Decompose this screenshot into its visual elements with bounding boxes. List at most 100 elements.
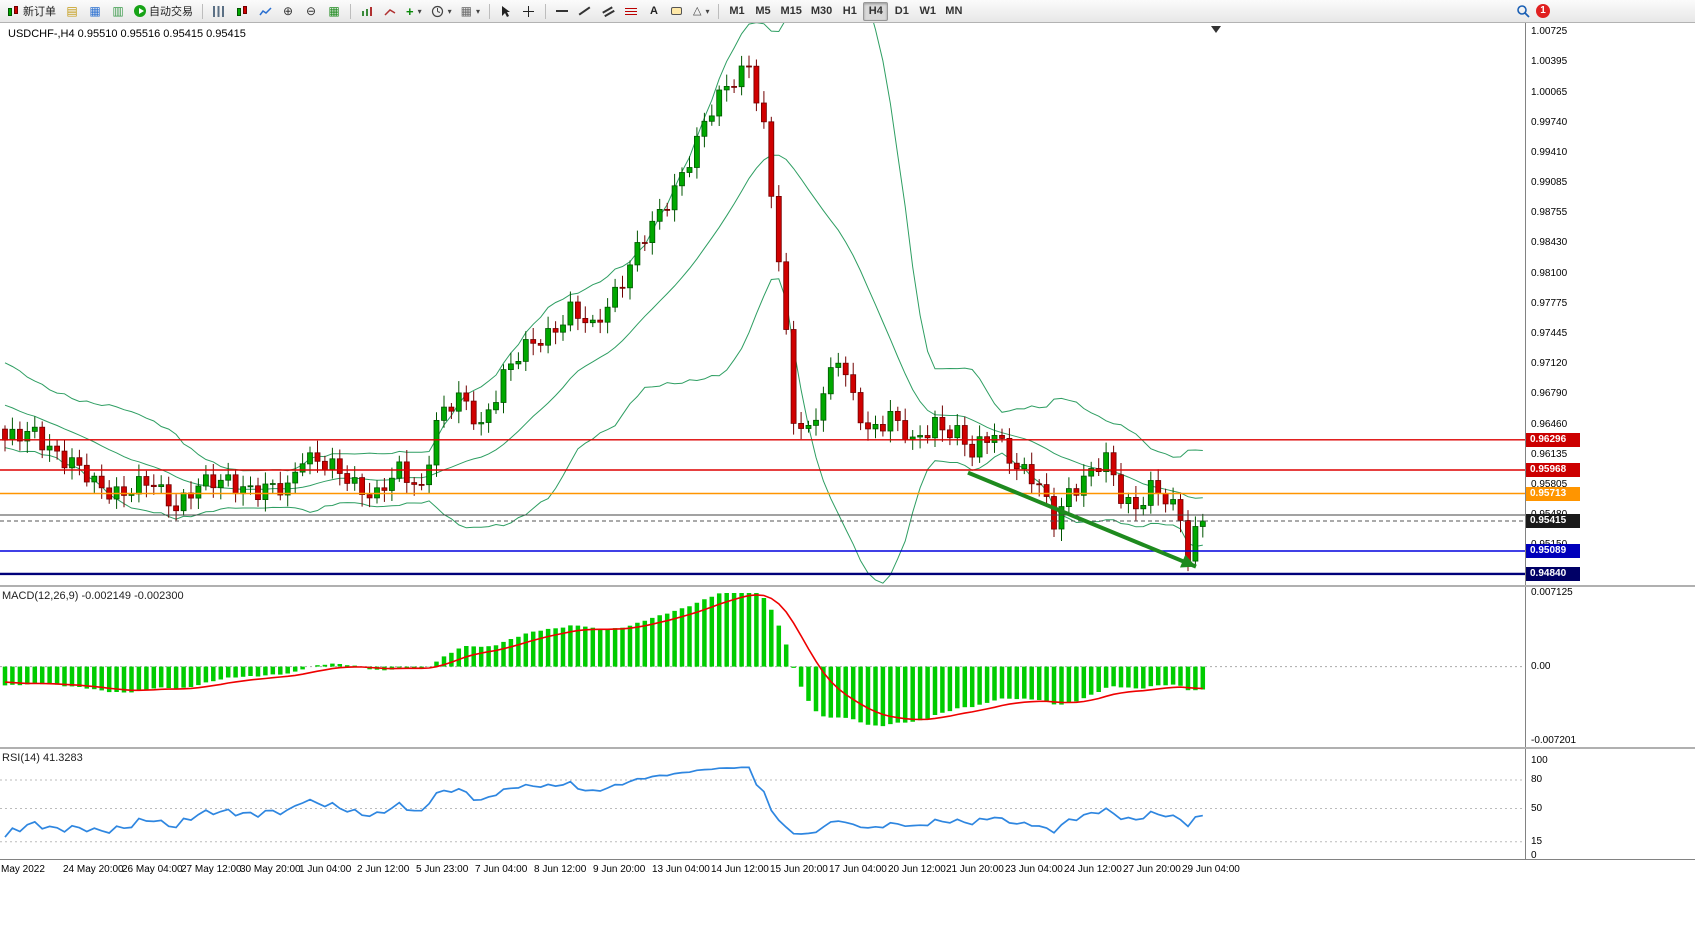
rsi-axis[interactable]: 100 80 50 15 0: [1525, 749, 1695, 859]
bottom-filler: [0, 879, 1695, 943]
search-button[interactable]: [1512, 1, 1534, 20]
time-axis-label: 1 Jun 04:00: [299, 864, 352, 875]
rsi-chart[interactable]: [0, 749, 1525, 859]
search-icon: [1517, 4, 1530, 18]
shapes-button[interactable]: [689, 2, 713, 21]
rsi-label: RSI(14) 41.3283: [2, 752, 83, 764]
trendline-tool-button[interactable]: [574, 2, 596, 21]
tile-windows-button[interactable]: [323, 2, 345, 21]
price-tag: 0.96296: [1526, 433, 1580, 447]
time-axis-label: 26 May 04:00: [122, 864, 183, 875]
notification-badge[interactable]: 1: [1536, 3, 1550, 18]
price-axis-label: 0.95805: [1531, 479, 1568, 490]
time-axis-label: 9 Jun 20:00: [593, 864, 646, 875]
timeframe-m5-button[interactable]: M5: [750, 2, 775, 21]
toolbar-separator: [488, 3, 490, 19]
rsi-axis-label: 15: [1531, 836, 1543, 847]
main-chart-panel: USDCHF-,H4 0.95510 0.95516 0.95415 0.954…: [0, 23, 1695, 585]
add-indicator-button[interactable]: [402, 2, 426, 21]
channel-icon: [602, 5, 614, 14]
template-icon: [461, 5, 472, 17]
time-axis[interactable]: May 2022 24 May 20:00 26 May 04:00 27 May 1…: [0, 859, 1695, 879]
clock-icon: [431, 5, 443, 17]
chart-title: USDCHF-,H4 0.95510 0.95516 0.95415 0.954…: [8, 28, 246, 40]
timeframe-m1-button[interactable]: M1: [724, 2, 749, 21]
time-axis-label: 27 Jun 20:00: [1123, 864, 1181, 875]
price-tag: 0.95089: [1526, 544, 1580, 558]
toolbar-separator: [350, 3, 351, 19]
navigator-icon: [112, 5, 123, 17]
panel-splitter-1[interactable]: [0, 585, 1695, 587]
navigator-button[interactable]: [107, 2, 129, 21]
bar-chart-button[interactable]: [208, 2, 230, 21]
time-axis-label: 17 Jun 04:00: [829, 864, 887, 875]
candle-chart-button[interactable]: [231, 2, 253, 21]
text-tool-button[interactable]: A: [643, 2, 665, 21]
label-tool-button[interactable]: [666, 2, 688, 21]
time-axis-label: 2 Jun 12:00: [357, 864, 410, 875]
text-tool-icon: A: [650, 5, 658, 17]
fibo-tool-button[interactable]: [620, 2, 642, 21]
periods-button[interactable]: [427, 2, 456, 21]
price-axis-label: 1.00725: [1531, 26, 1568, 37]
price-axis-label: 0.96790: [1531, 388, 1568, 399]
price-axis[interactable]: 1.00725 1.00395 1.00065 0.99740 0.99410 0.990…: [1525, 23, 1695, 585]
time-axis-label: May 2022: [1, 864, 45, 875]
channel-tool-button[interactable]: [597, 2, 619, 21]
line-chart-button[interactable]: [254, 2, 276, 21]
price-axis-label: 0.99410: [1531, 147, 1568, 158]
time-axis-label: 23 Jun 04:00: [1005, 864, 1063, 875]
cursor-button[interactable]: [495, 2, 517, 21]
hline-tool-button[interactable]: [551, 2, 573, 21]
main-chart[interactable]: [0, 23, 1525, 585]
shapes-icon: [693, 6, 701, 17]
price-axis-label: 1.00065: [1531, 87, 1568, 98]
autotrading-label: 自动交易: [149, 6, 193, 18]
rsi-axis-label: 50: [1531, 803, 1543, 814]
time-axis-label: 24 Jun 12:00: [1064, 864, 1122, 875]
new-chart-button[interactable]: [61, 2, 83, 21]
zoom-in-button[interactable]: [277, 2, 299, 21]
new-order-label: 新订单: [23, 6, 56, 18]
time-axis-label: 21 Jun 20:00: [946, 864, 1004, 875]
indicator-list-button[interactable]: [356, 2, 378, 21]
price-axis-label: 0.98755: [1531, 207, 1568, 218]
panel-splitter-2[interactable]: [0, 747, 1695, 749]
price-axis-label: 0.98430: [1531, 237, 1568, 248]
bar-chart-icon: [212, 5, 226, 17]
crosshair-icon: [523, 5, 535, 17]
new-order-button[interactable]: 新订单: [3, 2, 60, 21]
price-axis-label: 1.00395: [1531, 56, 1568, 67]
chart-page-icon: [66, 5, 77, 17]
price-axis-label: 0.97445: [1531, 328, 1568, 339]
price-axis-label: 0.97120: [1531, 358, 1568, 369]
timeframe-h4-button[interactable]: H4: [863, 1, 889, 21]
time-axis-label: 5 Jun 23:00: [416, 864, 469, 875]
crosshair-button[interactable]: [518, 2, 540, 21]
macd-axis[interactable]: 0.007125 0.00 -0.007201: [1525, 587, 1695, 747]
zoom-out-button[interactable]: [300, 2, 322, 21]
time-axis-label: 30 May 20:00: [240, 864, 301, 875]
price-axis-label: 0.98100: [1531, 268, 1568, 279]
timeframe-mn-button[interactable]: MN: [941, 2, 966, 21]
templates-button[interactable]: [457, 2, 484, 21]
timeframe-d1-button[interactable]: D1: [889, 2, 914, 21]
candlestick-chart-icon: [236, 5, 249, 18]
horizontal-line-icon: [555, 10, 568, 12]
timeframe-w1-button[interactable]: W1: [915, 2, 940, 21]
timeframe-h1-button[interactable]: H1: [837, 2, 862, 21]
cursor-icon: [501, 5, 510, 17]
macd-chart[interactable]: [0, 587, 1525, 747]
timeframe-m15-button[interactable]: M15: [776, 2, 805, 21]
time-axis-label: 7 Jun 04:00: [475, 864, 528, 875]
price-axis-label: 0.96460: [1531, 419, 1568, 430]
timeframe-m30-button[interactable]: M30: [807, 2, 836, 21]
time-axis-label: 8 Jun 12:00: [534, 864, 587, 875]
chart-objects-button[interactable]: [379, 2, 401, 21]
market-watch-button[interactable]: [84, 2, 106, 21]
price-axis-label: 0.96135: [1531, 449, 1568, 460]
toolbar-separator: [718, 3, 720, 19]
rsi-panel: RSI(14) 41.3283 100 80 50 15 0: [0, 749, 1695, 859]
macd-axis-label: -0.007201: [1531, 735, 1577, 746]
autotrading-button[interactable]: 自动交易: [130, 2, 197, 21]
